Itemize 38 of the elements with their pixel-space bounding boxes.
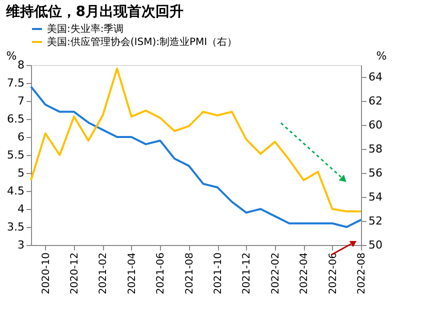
y2-tick-label: 62	[368, 94, 382, 108]
legend-label: 美国:供应管理协会(ISM):制造业PMI（右）	[47, 36, 238, 48]
line-series	[30, 68, 362, 212]
y2-tick-label: 52	[368, 214, 382, 228]
x-tick-label: 2020-10	[40, 252, 52, 294]
y-tick-label: 3	[18, 238, 24, 252]
y2-tick-label: 60	[368, 118, 382, 132]
x-tick-label: 2022-02	[270, 252, 282, 294]
x-tick-label: 2021-10	[213, 252, 224, 294]
x-tick-label: 2022-04	[299, 252, 310, 294]
y2-tick-label: 64	[368, 70, 382, 84]
y-tick-label: 3.5	[7, 220, 24, 234]
y-tick-label: 4.5	[7, 184, 24, 198]
x-tick-label: 2022-08	[356, 252, 368, 294]
y-axis-title: %	[6, 50, 17, 62]
y-tick-label: 6.5	[7, 112, 24, 126]
x-tick-label: 2020-12	[70, 252, 81, 294]
y-tick-label: 8	[18, 58, 24, 72]
y2-tick-label: 50	[368, 238, 382, 252]
x-tick-label: 2022-06	[328, 252, 339, 294]
line-series	[30, 86, 362, 228]
chart-title: 维持低位，8月出现首次回升	[4, 3, 184, 20]
y-tick-label: 4	[18, 202, 24, 216]
y-tick-label: 6	[18, 130, 24, 144]
x-tick-label: 2021-04	[126, 252, 138, 294]
x-tick-label: 2021-12	[242, 252, 253, 294]
y2-axis-title: %	[376, 50, 387, 62]
x-tick-label: 2021-02	[98, 252, 110, 294]
y-tick-label: 7.5	[7, 76, 24, 90]
x-tick-label: 2021-08	[184, 252, 196, 294]
y2-tick-label: 58	[368, 142, 382, 156]
y-tick-label: 7	[18, 94, 24, 108]
y2-tick-label: 56	[368, 166, 382, 180]
y2-tick-label: 54	[368, 190, 382, 204]
legend-label: 美国:失业率:季调	[47, 23, 124, 35]
y-tick-label: 5.5	[7, 148, 24, 162]
y-tick-label: 5	[18, 166, 24, 180]
x-tick-label: 2021-06	[156, 252, 167, 294]
